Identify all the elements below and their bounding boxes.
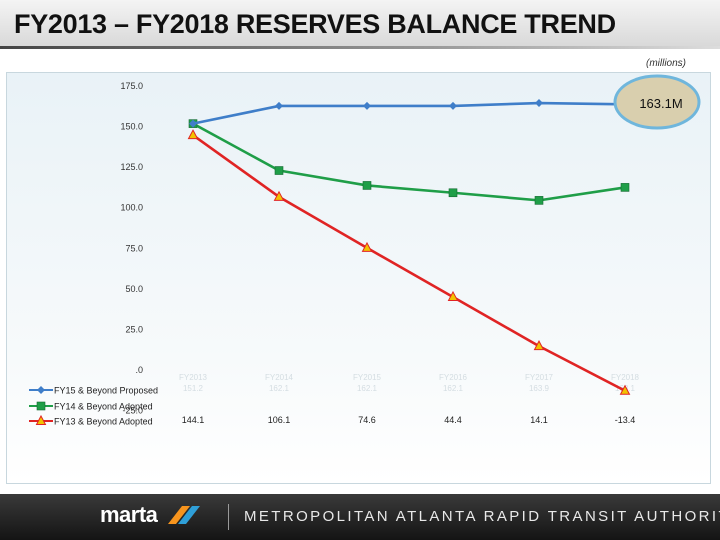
reserves-line-chart: 175.0150.0125.0100.075.050.025.0.0-25.0F… bbox=[29, 74, 701, 427]
data-point-adopted14 bbox=[534, 196, 544, 205]
data-point-adopted13 bbox=[273, 190, 285, 201]
title-bar: FY2013 – FY2018 RESERVES BALANCE TREND bbox=[0, 0, 720, 49]
y-tick-label: 125.0 bbox=[120, 162, 143, 172]
data-point-adopted13 bbox=[361, 241, 373, 252]
x-category-label: FY2014 bbox=[265, 373, 294, 382]
legend-marker-adopted13 bbox=[35, 414, 47, 425]
legend-label: FY14 & Beyond Adopted bbox=[54, 402, 153, 412]
legend-marker-proposed bbox=[37, 386, 45, 394]
callout-annotation: 163.1M bbox=[639, 96, 682, 111]
data-point-adopted14 bbox=[362, 181, 372, 190]
table-value-adopted13: 144.1 bbox=[182, 415, 205, 425]
table-value-adopted13: -13.4 bbox=[615, 415, 636, 425]
faint-value-label: 151.2 bbox=[183, 384, 204, 393]
y-tick-label: -25.0 bbox=[122, 406, 143, 416]
y-tick-label: 25.0 bbox=[125, 324, 143, 334]
y-tick-label: 175.0 bbox=[120, 81, 143, 91]
marta-logo-mark bbox=[168, 506, 200, 524]
x-category-label: FY2015 bbox=[353, 373, 382, 382]
units-label: (millions) bbox=[646, 58, 686, 69]
x-category-label: FY2017 bbox=[525, 373, 554, 382]
series-line-proposed bbox=[192, 101, 626, 125]
data-point-adopted14 bbox=[620, 183, 630, 192]
data-point-adopted13 bbox=[619, 384, 631, 395]
y-tick-label: 100.0 bbox=[120, 203, 143, 213]
faint-value-label: 162.1 bbox=[443, 384, 464, 393]
footer-divider bbox=[228, 504, 229, 530]
data-point-adopted13 bbox=[533, 340, 545, 351]
table-value-adopted13: 14.1 bbox=[530, 415, 548, 425]
footer-bar: marta METROPOLITAN ATLANTA RAPID TRANSIT… bbox=[0, 494, 720, 540]
y-tick-label: 150.0 bbox=[120, 122, 143, 132]
series-line-adopted14 bbox=[192, 122, 626, 202]
data-point-adopted14 bbox=[274, 166, 284, 175]
data-point-adopted14 bbox=[448, 188, 458, 198]
legend-label: FY13 & Beyond Adopted bbox=[54, 417, 153, 427]
chart-panel: 175.0 150.0 125.0 100.0 75.0 50.0 25.0.0 -25.0 F… bbox=[6, 72, 711, 484]
series-line-adopted13 bbox=[192, 134, 626, 392]
table-value-adopted13: 106.1 bbox=[268, 415, 291, 425]
y-tick-label: 75.0 bbox=[125, 243, 143, 253]
x-category-label: FY2016 bbox=[439, 373, 468, 382]
legend-label: FY15 & Beyond Proposed bbox=[54, 386, 158, 396]
data-point-adopted13 bbox=[447, 290, 459, 301]
x-category-label: FY2013 bbox=[179, 373, 208, 382]
data-point-adopted13 bbox=[187, 129, 199, 140]
y-tick-label: .0 bbox=[135, 365, 143, 375]
agency-name: METROPOLITAN ATLANTA RAPID TRANSIT AUTHO… bbox=[244, 508, 720, 525]
table-value-adopted13: 74.6 bbox=[358, 415, 376, 425]
x-category-label: FY2018 bbox=[611, 373, 640, 382]
callout-ellipse bbox=[613, 74, 701, 130]
title-divider bbox=[0, 46, 720, 49]
faint-value-label: 162.1 bbox=[269, 384, 290, 393]
data-point-proposed bbox=[275, 101, 283, 110]
table-value-adopted13: 44.4 bbox=[444, 415, 462, 425]
data-point-proposed bbox=[449, 101, 457, 110]
faint-value-label: 162.1 bbox=[357, 384, 378, 393]
data-point-proposed bbox=[363, 101, 371, 110]
legend-marker-adopted14 bbox=[36, 401, 46, 411]
y-tick-label: 50.0 bbox=[125, 284, 143, 294]
faint-value-label: 163.9 bbox=[529, 384, 550, 393]
data-point-proposed bbox=[189, 119, 197, 128]
marta-logo: marta bbox=[100, 502, 158, 527]
data-point-proposed bbox=[535, 99, 543, 108]
page-title: FY2013 – FY2018 RESERVES BALANCE TREND bbox=[14, 9, 616, 39]
